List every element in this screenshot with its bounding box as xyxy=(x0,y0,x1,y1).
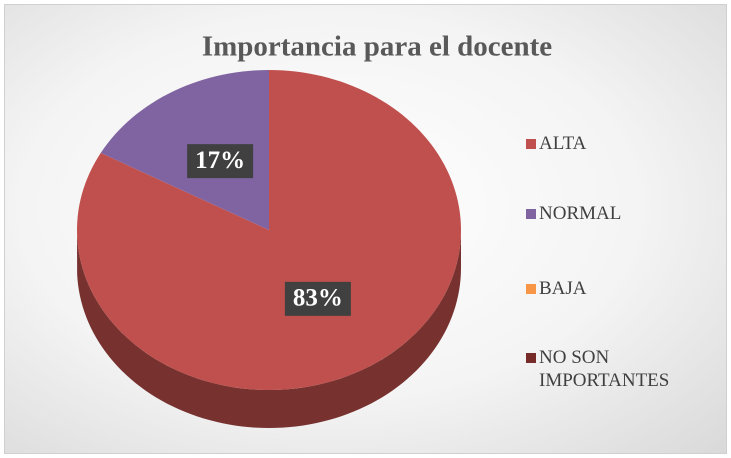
legend-label: NO SON IMPORTANTES xyxy=(539,347,670,391)
legend-label: NORMAL xyxy=(539,203,622,224)
legend-swatch xyxy=(526,284,536,294)
legend-item: NO SON IMPORTANTES xyxy=(526,346,689,392)
pie-side xyxy=(77,230,461,428)
data-label: 83% xyxy=(293,285,343,312)
legend-swatch xyxy=(526,353,536,363)
pie-slice xyxy=(100,70,269,230)
legend-swatch xyxy=(526,209,536,219)
chart-title: Importancia para el docente xyxy=(202,31,552,63)
legend-swatch xyxy=(526,139,536,149)
data-label-box xyxy=(187,144,254,179)
data-label-box xyxy=(284,281,351,316)
pie-slice xyxy=(77,70,462,390)
legend-label: BAJA xyxy=(539,278,587,299)
legend-item: BAJA xyxy=(526,277,714,300)
legend-item: ALTA xyxy=(526,132,714,155)
legend-label: ALTA xyxy=(539,133,587,154)
data-label: 17% xyxy=(195,147,245,174)
legend-item: NORMAL xyxy=(526,202,714,225)
